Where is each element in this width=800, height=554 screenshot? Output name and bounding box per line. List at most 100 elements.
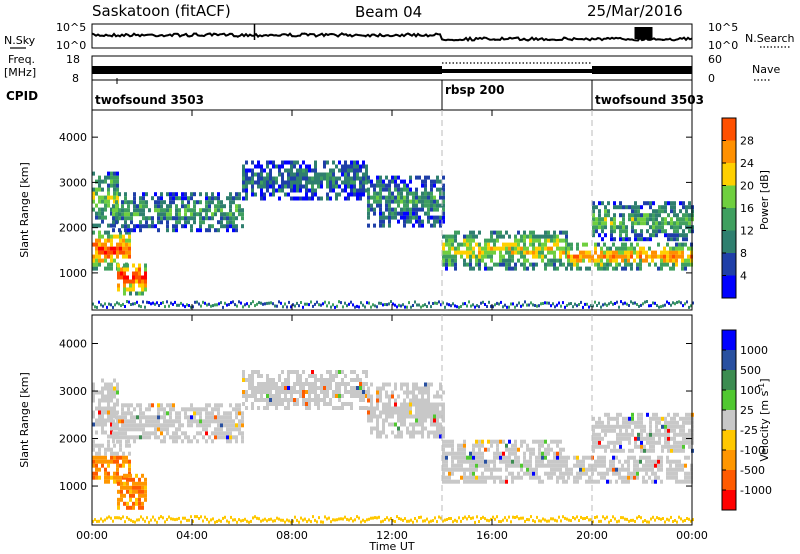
heatmap-cell <box>481 471 484 476</box>
heatmap-cell <box>535 467 538 472</box>
heatmap-cell <box>304 517 306 521</box>
heatmap-cell <box>415 207 418 212</box>
heatmap-cell <box>438 515 440 519</box>
heatmap-cell <box>296 184 299 189</box>
heatmap-cell <box>166 224 169 229</box>
heatmap-cell <box>308 390 311 394</box>
heatmap-cell <box>356 192 359 197</box>
heatmap-cell <box>603 242 606 247</box>
heatmap-cell <box>104 258 107 263</box>
heatmap-cell <box>684 242 687 247</box>
heatmap-cell <box>516 303 518 307</box>
nsearch-label: N.Search <box>745 32 795 45</box>
heatmap-cell <box>104 246 107 251</box>
heatmap-cell <box>205 415 208 420</box>
heatmap-cell <box>481 455 484 460</box>
heatmap-cell <box>630 246 633 251</box>
heatmap-cell <box>342 517 344 521</box>
heatmap-cell <box>474 305 476 309</box>
heatmap-cell <box>397 418 400 423</box>
heatmap-cell <box>619 225 622 230</box>
heatmap-cell <box>454 479 457 484</box>
heatmap-cell <box>463 471 466 476</box>
heatmap-cell <box>187 200 190 205</box>
heatmap-cell <box>682 432 685 437</box>
heatmap-cell <box>502 242 505 247</box>
heatmap-cell <box>138 505 141 510</box>
heatmap-cell <box>296 180 299 185</box>
heatmap-cell <box>505 447 508 452</box>
heatmap-cell <box>379 187 382 192</box>
heatmap-cell <box>98 238 101 243</box>
heatmap-cell <box>126 287 129 292</box>
heatmap-cell <box>391 410 394 415</box>
heatmap-cell <box>655 221 658 226</box>
heatmap-cell <box>451 238 454 243</box>
heatmap-cell <box>112 439 115 444</box>
heatmap-cell <box>151 216 154 221</box>
heatmap-cell <box>442 234 445 239</box>
heatmap-cell <box>639 258 642 263</box>
heatmap-cell <box>335 390 338 394</box>
heatmap-cell <box>585 266 588 271</box>
heatmap-cell <box>550 475 553 480</box>
heatmap-cell <box>157 435 160 440</box>
heatmap-cell <box>576 254 579 259</box>
heatmap-cell <box>448 303 450 307</box>
heatmap-cell <box>553 463 556 468</box>
heatmap-cell <box>370 406 373 411</box>
heatmap-cell <box>398 303 400 307</box>
heatmap-cell <box>335 394 338 398</box>
heatmap-cell <box>326 402 329 406</box>
heatmap-cell <box>484 467 487 472</box>
heatmap-cell <box>133 196 136 201</box>
heatmap-cell <box>338 406 341 410</box>
heatmap-cell <box>445 467 448 472</box>
heatmap-cell <box>113 195 116 200</box>
colorbar-tick-label: 500 <box>740 364 761 377</box>
heatmap-cell <box>124 192 127 197</box>
heatmap-cell <box>400 211 403 216</box>
heatmap-cell <box>220 435 223 440</box>
heatmap-cell <box>236 304 238 308</box>
heatmap-cell <box>594 516 596 519</box>
heatmap-cell <box>308 180 311 185</box>
heatmap-cell <box>318 303 320 307</box>
heatmap-cell <box>126 481 129 486</box>
heatmap-cell <box>133 228 136 233</box>
heatmap-cell <box>520 516 522 520</box>
power-ylabel: Slant Range [km] <box>18 162 31 258</box>
heatmap-cell <box>496 443 499 448</box>
heatmap-cell <box>567 246 570 251</box>
heatmap-cell <box>266 374 269 378</box>
heatmap-cell <box>661 217 664 222</box>
heatmap-cell <box>476 515 478 519</box>
heatmap-cell <box>121 431 124 436</box>
heatmap-cell <box>367 390 370 395</box>
heatmap-cell <box>98 258 101 263</box>
heatmap-cell <box>314 160 317 165</box>
heatmap-cell <box>490 266 493 271</box>
heatmap-cell <box>104 398 107 403</box>
heatmap-cell <box>582 250 585 255</box>
heatmap-cell <box>160 212 163 217</box>
heatmap-cell <box>442 199 445 204</box>
heatmap-cell <box>263 382 266 386</box>
heatmap-cell <box>615 258 618 263</box>
heatmap-cell <box>573 258 576 263</box>
heatmap-cell <box>314 394 317 398</box>
heatmap-cell <box>305 164 308 169</box>
heatmap-cell <box>674 302 676 306</box>
heatmap-cell <box>639 254 642 259</box>
heatmap-cell <box>293 160 296 165</box>
heatmap-cell <box>290 394 293 398</box>
heatmap-cell <box>166 518 168 521</box>
heatmap-cell <box>136 435 139 440</box>
heatmap-cell <box>529 459 532 464</box>
heatmap-cell <box>326 386 329 390</box>
heatmap-cell <box>592 233 595 238</box>
heatmap-cell <box>206 517 208 521</box>
heatmap-cell <box>214 196 217 201</box>
heatmap-cell <box>115 435 118 440</box>
heatmap-cell <box>675 467 678 472</box>
